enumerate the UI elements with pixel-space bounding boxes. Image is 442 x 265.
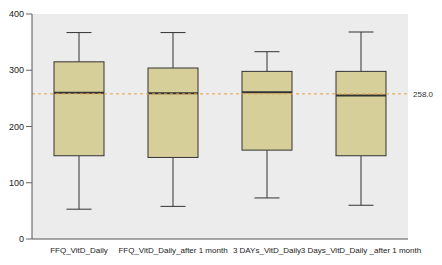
svg-text:0: 0 (19, 234, 24, 244)
svg-text:FFQ_VitD_Daily: FFQ_VitD_Daily (50, 246, 108, 255)
svg-text:FFQ_VitD_Daily_after 1 month: FFQ_VitD_Daily_after 1 month (118, 246, 227, 255)
svg-text:258.0: 258.0 (413, 90, 434, 99)
svg-text:200: 200 (9, 122, 24, 132)
svg-text:100: 100 (9, 178, 24, 188)
svg-text:3 Days_VitD_Daily _after 1 mon: 3 Days_VitD_Daily _after 1 month (301, 246, 421, 255)
svg-text:300: 300 (9, 65, 24, 75)
svg-text:3 DAYs_VitD_Daily: 3 DAYs_VitD_Daily (233, 246, 301, 255)
svg-text:400: 400 (9, 9, 24, 19)
